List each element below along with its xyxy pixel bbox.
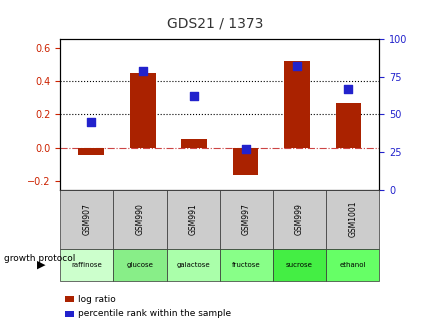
Text: GSM990: GSM990 — [135, 203, 144, 235]
Point — [242, 146, 249, 152]
Text: raffinose: raffinose — [71, 262, 102, 268]
Point — [190, 94, 197, 99]
Text: glucose: glucose — [126, 262, 153, 268]
Bar — [232, 148, 258, 175]
Text: percentile rank within the sample: percentile rank within the sample — [78, 309, 231, 318]
Bar — [78, 148, 104, 155]
Bar — [129, 73, 155, 148]
Text: galactose: galactose — [176, 262, 209, 268]
Text: ethanol: ethanol — [339, 262, 365, 268]
Bar — [335, 103, 360, 148]
Text: GSM997: GSM997 — [241, 203, 250, 235]
Text: ▶: ▶ — [37, 260, 45, 270]
Text: GSM991: GSM991 — [188, 203, 197, 235]
Text: sucrose: sucrose — [286, 262, 312, 268]
Text: GSM999: GSM999 — [295, 203, 303, 235]
Text: growth protocol: growth protocol — [4, 254, 76, 263]
Point — [293, 64, 300, 69]
Text: GDS21 / 1373: GDS21 / 1373 — [167, 16, 263, 30]
Text: fructose: fructose — [231, 262, 260, 268]
Bar — [283, 61, 309, 148]
Point — [139, 68, 146, 74]
Point — [344, 86, 351, 92]
Bar — [181, 139, 206, 148]
Text: log ratio: log ratio — [78, 295, 116, 304]
Text: GSM907: GSM907 — [82, 203, 91, 235]
Point — [88, 119, 95, 125]
Text: GSM1001: GSM1001 — [347, 201, 356, 237]
